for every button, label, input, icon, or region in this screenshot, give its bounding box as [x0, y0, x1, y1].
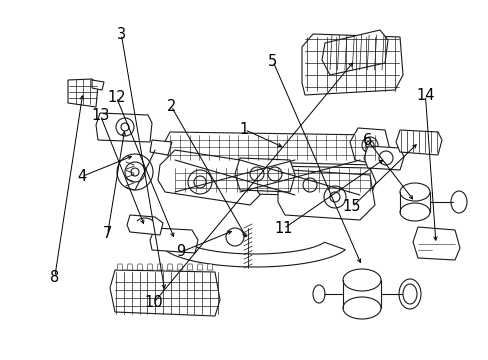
Circle shape [324, 186, 346, 208]
Circle shape [267, 167, 282, 181]
Polygon shape [150, 228, 198, 253]
Ellipse shape [312, 285, 325, 303]
Polygon shape [137, 264, 142, 270]
Polygon shape [92, 80, 104, 90]
Circle shape [121, 123, 129, 131]
Text: 12: 12 [107, 90, 125, 105]
Polygon shape [168, 164, 375, 197]
Polygon shape [163, 132, 379, 165]
Polygon shape [110, 270, 220, 316]
Polygon shape [127, 264, 133, 270]
Circle shape [378, 151, 392, 165]
Polygon shape [158, 150, 260, 205]
Polygon shape [412, 227, 459, 260]
Ellipse shape [402, 284, 416, 304]
Polygon shape [68, 79, 98, 107]
Polygon shape [150, 140, 172, 155]
Polygon shape [235, 158, 294, 192]
Circle shape [116, 118, 134, 136]
Polygon shape [197, 264, 203, 270]
Polygon shape [206, 264, 213, 270]
Circle shape [187, 170, 212, 194]
Polygon shape [164, 242, 345, 267]
Ellipse shape [450, 191, 466, 213]
Circle shape [225, 228, 244, 246]
Polygon shape [167, 264, 173, 270]
Text: 4: 4 [78, 169, 86, 184]
Ellipse shape [399, 203, 429, 221]
Polygon shape [302, 34, 402, 95]
Circle shape [117, 154, 153, 190]
Polygon shape [157, 264, 163, 270]
Ellipse shape [342, 297, 380, 319]
Text: 13: 13 [91, 108, 109, 123]
Text: 15: 15 [342, 199, 361, 215]
Circle shape [361, 137, 377, 153]
Ellipse shape [398, 279, 420, 309]
Circle shape [365, 141, 373, 149]
Text: 10: 10 [144, 295, 163, 310]
Ellipse shape [342, 269, 380, 291]
Polygon shape [278, 170, 374, 220]
Text: 3: 3 [117, 27, 125, 42]
Polygon shape [117, 264, 123, 270]
Text: 6: 6 [363, 133, 371, 148]
Polygon shape [147, 264, 153, 270]
Polygon shape [349, 128, 389, 165]
Circle shape [131, 168, 139, 176]
Text: 7: 7 [102, 226, 112, 242]
Polygon shape [96, 113, 152, 142]
Text: 1: 1 [240, 122, 248, 137]
Circle shape [249, 167, 264, 181]
Circle shape [329, 192, 339, 202]
Polygon shape [186, 264, 193, 270]
Polygon shape [177, 264, 183, 270]
Polygon shape [395, 130, 441, 155]
Polygon shape [127, 215, 163, 235]
Text: 14: 14 [415, 88, 434, 103]
Ellipse shape [399, 183, 429, 201]
Text: 9: 9 [176, 244, 185, 260]
Text: 5: 5 [268, 54, 277, 69]
Polygon shape [321, 30, 387, 75]
Circle shape [194, 176, 205, 188]
Text: 8: 8 [50, 270, 59, 285]
Text: 11: 11 [274, 221, 292, 236]
Text: 2: 2 [166, 99, 176, 114]
Polygon shape [363, 146, 403, 170]
Circle shape [125, 162, 145, 182]
Circle shape [303, 178, 316, 192]
